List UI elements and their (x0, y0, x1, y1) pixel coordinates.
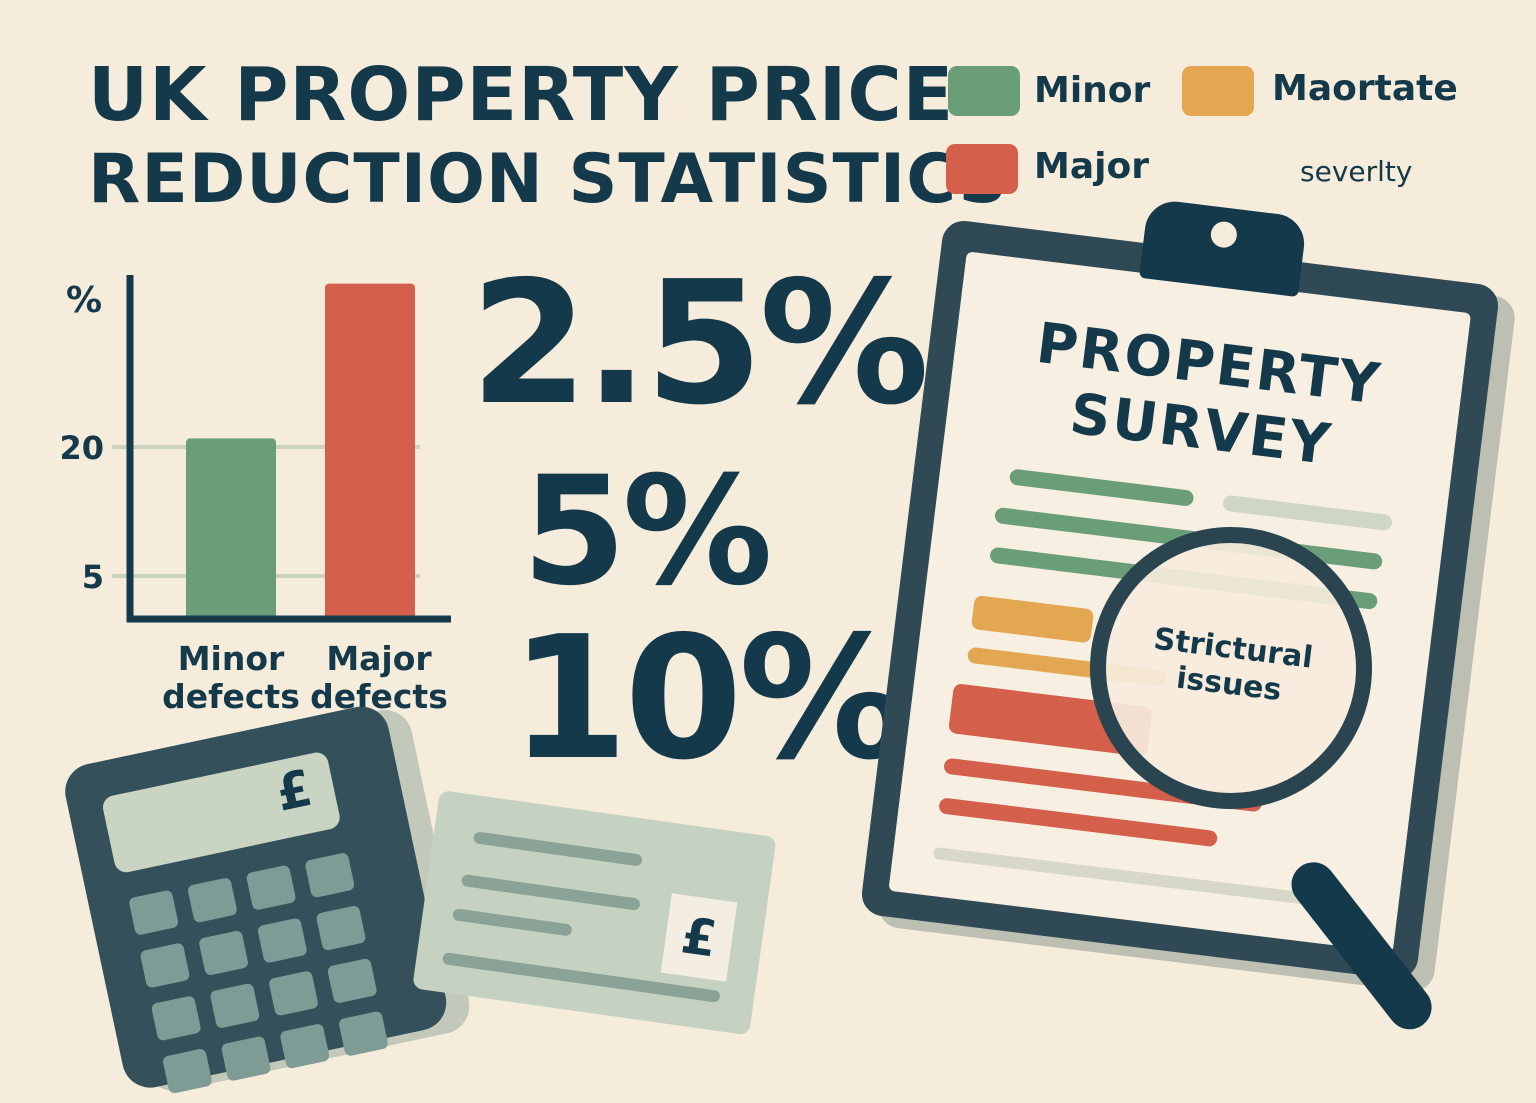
stat-minor: 2.5% (470, 245, 929, 443)
bar-chart: 5 20 (59, 275, 451, 623)
calculator-key (186, 877, 238, 924)
y-tick-label: 5 (82, 558, 104, 596)
legend-label-minor: Minor (1034, 70, 1151, 111)
calculator-key (326, 957, 378, 1005)
legend-label-moderate: Maortate (1272, 68, 1458, 109)
page-title-line1: UK PROPERTY PRICE (88, 52, 955, 138)
lens-text: Strictural issues (1103, 616, 1360, 718)
survey-title: PROPERTY SURVEY (945, 301, 1465, 494)
pound-icon: £ (677, 906, 721, 969)
calculator-key (337, 1010, 389, 1057)
legend-caption: severlty (1300, 155, 1413, 188)
calculator-key (128, 889, 180, 936)
calculator-key (245, 864, 297, 911)
legend-swatch-moderate (1182, 66, 1254, 116)
calculator-key (256, 917, 308, 964)
calculator-key (315, 904, 367, 952)
cheque-icon: £ (412, 790, 777, 1036)
bar-major-defects (325, 283, 415, 619)
x-tick-label-major: Major defects (310, 639, 448, 716)
survey-line (938, 797, 1219, 848)
cheque-line (460, 873, 641, 911)
calculator-key (161, 1047, 213, 1095)
calculator-key (304, 852, 356, 899)
calculator-screen: £ (100, 750, 342, 875)
legend-swatch-minor (948, 66, 1020, 116)
survey-line (1008, 468, 1195, 507)
stat-moderate: 5% (522, 445, 773, 619)
legend-swatch-major (946, 144, 1018, 194)
calculator-icon: £ (60, 701, 452, 1095)
calculator-key (268, 970, 320, 1017)
magnifying-glass-icon: Strictural issues (1090, 527, 1372, 809)
x-tick-label-minor: Minor defects (162, 639, 300, 716)
calculator-key (198, 929, 250, 977)
calculator-key (139, 942, 191, 989)
calculator-key (209, 982, 261, 1029)
calculator-key (150, 995, 202, 1042)
calculator-key (220, 1035, 272, 1082)
cheque-line (452, 908, 573, 937)
cheque-line (472, 831, 643, 867)
survey-line (1222, 494, 1393, 532)
calculator-key (279, 1022, 331, 1070)
bar-minor-defects (186, 438, 276, 619)
page-title-line2: REDUCTION STATISTICS (88, 140, 1009, 219)
y-axis-label: % (66, 280, 103, 321)
cheque-amount-box: £ (660, 893, 738, 982)
stat-major: 10% (510, 600, 909, 798)
pound-icon: £ (270, 758, 318, 823)
legend-label-major: Major (1034, 146, 1149, 187)
survey-line (932, 846, 1312, 906)
y-tick-label: 20 (59, 429, 104, 467)
survey-line (970, 594, 1095, 644)
